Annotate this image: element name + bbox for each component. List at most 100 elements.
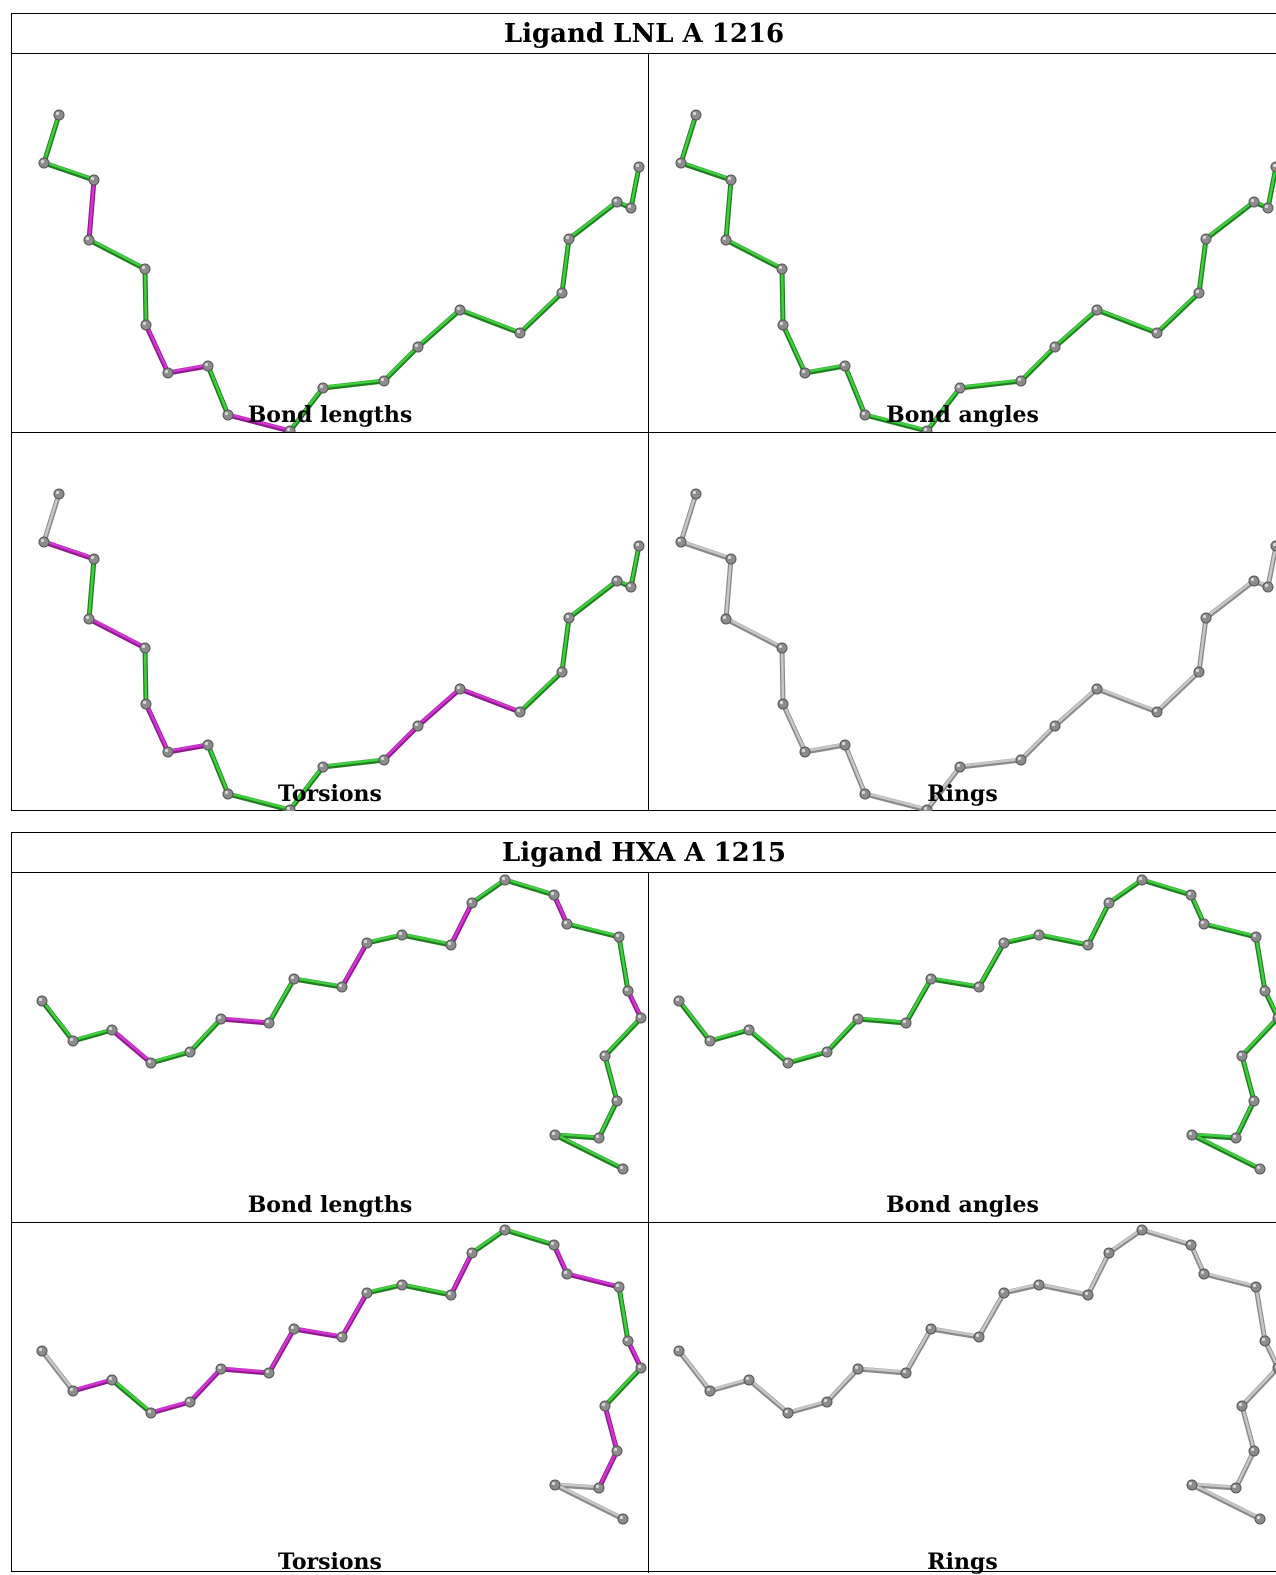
bond-highlight — [597, 1448, 619, 1489]
atom-highlight — [619, 1515, 624, 1520]
atom-highlight — [923, 427, 928, 432]
atom — [556, 666, 568, 678]
bond-highlight — [518, 669, 564, 713]
atom-highlight — [1105, 1249, 1110, 1254]
bond-highlight — [567, 578, 619, 619]
atom — [1262, 202, 1274, 214]
atom — [635, 1012, 647, 1024]
bond-highlight — [321, 378, 386, 389]
atom-highlight — [186, 1048, 191, 1053]
bond-highlight — [977, 940, 1006, 988]
atom — [412, 720, 424, 732]
atom-highlight — [1256, 1165, 1261, 1170]
bond-highlight — [288, 385, 325, 432]
atom-highlight — [468, 899, 473, 904]
atom-highlight — [854, 1015, 859, 1020]
cell-caption: Bond lengths — [247, 402, 413, 428]
atom-highlight — [1153, 708, 1158, 713]
atom-highlight — [38, 997, 43, 1002]
atom — [782, 1407, 794, 1419]
atom — [1200, 612, 1212, 624]
atom-highlight — [1250, 198, 1255, 203]
atom-highlight — [1195, 289, 1200, 294]
atom-highlight — [186, 1398, 191, 1403]
bond-highlight — [708, 1377, 751, 1392]
atom — [973, 1331, 985, 1343]
atom-highlight — [841, 362, 846, 367]
bond-highlight — [747, 1377, 790, 1414]
atom — [83, 613, 95, 625]
bond-highlight — [503, 1227, 556, 1246]
atom-highlight — [624, 1337, 629, 1342]
atom — [625, 202, 637, 214]
atom-highlight — [516, 708, 521, 713]
bond-highlight — [1053, 686, 1099, 727]
atom-highlight — [722, 236, 727, 241]
atom-highlight — [1000, 939, 1005, 944]
atom — [1082, 939, 1094, 951]
bond-highlight — [1197, 236, 1208, 294]
bond-highlight — [143, 645, 148, 705]
bond-highlight — [863, 412, 929, 432]
atom — [36, 1345, 48, 1357]
bond-highlight — [144, 701, 170, 753]
atom-highlight — [1051, 343, 1056, 348]
atom — [454, 683, 466, 695]
atom-highlight — [286, 427, 291, 432]
bond-highlight — [904, 1326, 933, 1374]
molecule-diagram — [673, 874, 1276, 1175]
atom — [1248, 1445, 1260, 1457]
atom — [561, 918, 573, 930]
bond-highlight — [786, 1049, 829, 1064]
bond-highlight — [843, 742, 867, 795]
atom — [743, 1024, 755, 1036]
atom — [1248, 575, 1260, 587]
bond-highlight — [1095, 307, 1159, 334]
atom — [782, 1057, 794, 1069]
bond-highlight — [219, 1366, 271, 1374]
atom-highlight — [55, 490, 60, 495]
atom — [106, 1374, 118, 1386]
atom-highlight — [1200, 1270, 1205, 1275]
atom-highlight — [55, 111, 60, 116]
atom-highlight — [286, 806, 291, 811]
bond-highlight — [724, 556, 733, 620]
atom — [1236, 1050, 1248, 1062]
bond-highlight — [781, 701, 807, 753]
atom — [445, 1289, 457, 1301]
bond-highlight — [518, 290, 564, 334]
bond-highlight — [42, 160, 96, 181]
atom-highlight — [290, 975, 295, 980]
bond-highlight — [292, 1326, 344, 1338]
atom-highlight — [956, 384, 961, 389]
bond-highlight — [1234, 1098, 1256, 1139]
atom-highlight — [823, 1048, 828, 1053]
atom — [1248, 196, 1260, 208]
molecule-diagram — [675, 488, 1276, 811]
atom — [53, 488, 65, 500]
atom-highlight — [108, 1026, 113, 1031]
atom-highlight — [563, 920, 568, 925]
atom-highlight — [1261, 987, 1266, 992]
atom-highlight — [1250, 577, 1255, 582]
bond-highlight — [1019, 723, 1057, 761]
bond-highlight — [679, 160, 733, 181]
atom — [378, 375, 390, 387]
atom — [1254, 1513, 1266, 1525]
atom — [1248, 1095, 1260, 1107]
atom-highlight — [338, 983, 343, 988]
bond-highlight — [321, 757, 386, 768]
bond-highlight — [166, 742, 210, 753]
bond-highlight — [87, 616, 147, 649]
bond-highlight — [71, 1027, 114, 1042]
atom — [622, 985, 634, 997]
atom-highlight — [635, 163, 640, 168]
atom — [1198, 1268, 1210, 1280]
bond-highlight — [597, 1098, 619, 1139]
ligand-title: Ligand LNL A 1216 — [12, 14, 1276, 54]
bond-highlight — [40, 1348, 75, 1392]
atom-highlight — [615, 1283, 620, 1288]
bond-highlight — [929, 976, 981, 988]
bond-highlight — [553, 1482, 601, 1489]
atom — [215, 1363, 227, 1375]
